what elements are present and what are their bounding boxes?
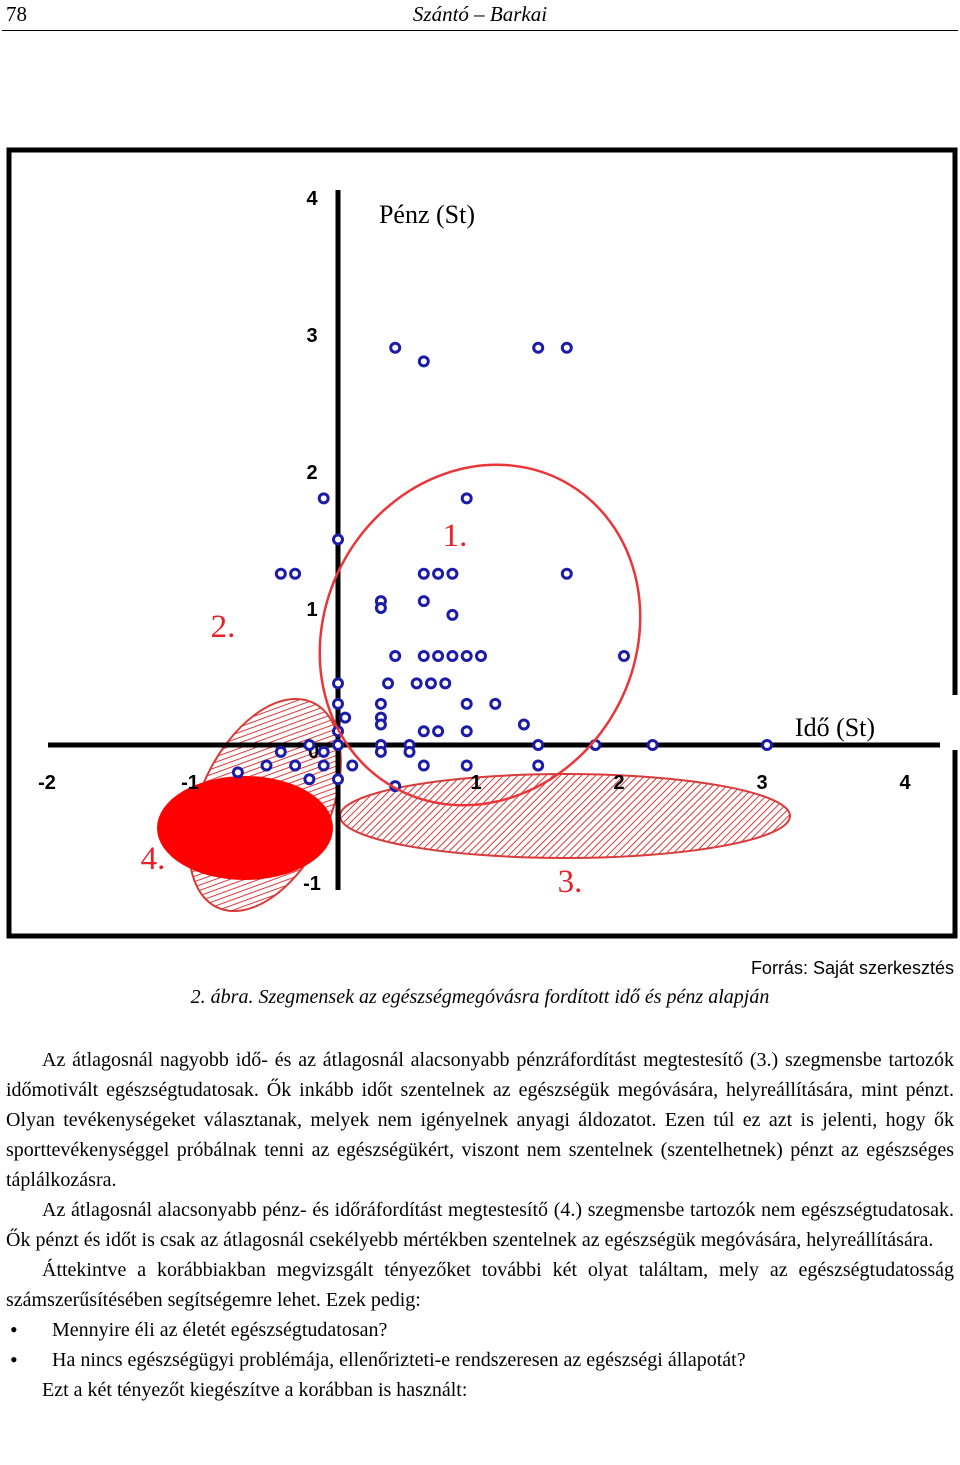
x-axis-label: Idő (St) — [795, 713, 875, 742]
data-point — [332, 739, 344, 751]
segment-label-2: 2. — [211, 609, 236, 645]
data-point — [303, 773, 316, 786]
data-point — [446, 608, 459, 621]
y-tick-label: 2 — [306, 462, 317, 484]
data-point — [618, 649, 630, 662]
segment-4-ellipse — [157, 776, 333, 880]
frame-gap — [944, 695, 960, 750]
segment-label-1: 1. — [443, 518, 468, 554]
page-header: 78 Szántó – Barkai — [0, 0, 960, 31]
segment-label-4: 4. — [141, 841, 166, 877]
data-point — [439, 677, 452, 690]
segment-3-ellipse — [339, 773, 791, 859]
data-point — [389, 649, 402, 662]
figure-caption: 2. ábra. Szegmensek az egészségmegóvásra… — [190, 986, 770, 1008]
paragraph: Az átlagosnál alacsonyabb pénz- és időrá… — [6, 1199, 954, 1251]
data-point — [332, 677, 344, 690]
paragraph: Az átlagosnál nagyobb idő- és az átlagos… — [6, 1049, 954, 1191]
data-point — [761, 739, 773, 751]
segment-1-ellipse — [318, 463, 642, 807]
segment-scatter-figure: -2 -1 1 2 3 4 0 -1 1 2 3 4 Pénz (St) Idő (St) 1. 2.… — [6, 147, 960, 939]
data-point — [332, 773, 344, 786]
y-tick-label: 3 — [306, 325, 317, 347]
y-axis-label: Pénz (St) — [379, 200, 475, 229]
data-point — [289, 759, 302, 772]
data-point — [389, 341, 402, 354]
data-point — [403, 745, 416, 758]
data-point — [460, 649, 473, 662]
x-tick-label: 3 — [756, 772, 767, 794]
data-point — [274, 745, 287, 758]
data-point — [374, 745, 387, 758]
data-point — [460, 725, 473, 738]
y-tick-label: -1 — [303, 873, 321, 895]
data-point — [417, 355, 430, 368]
data-point — [317, 745, 330, 758]
axis-ticks: -2 -1 1 2 3 4 0 -1 1 2 3 4 — [38, 188, 911, 895]
data-point — [231, 766, 244, 779]
data-point — [417, 725, 430, 738]
data-point — [332, 533, 344, 546]
data-point — [532, 759, 545, 772]
x-tick-label: -1 — [181, 772, 199, 794]
paragraph: Áttekintve a korábbiakban megvizsgált té… — [6, 1259, 954, 1311]
data-point — [517, 718, 530, 731]
x-tick-label: 2 — [613, 772, 624, 794]
data-point — [489, 697, 502, 710]
bullet-item: Mennyire éli az életét egészségtudatosan… — [6, 1315, 954, 1345]
body-text: Az átlagosnál nagyobb idő- és az átlagos… — [6, 1045, 954, 1405]
data-point — [317, 759, 330, 772]
data-point — [460, 697, 473, 710]
data-point — [646, 739, 659, 751]
data-point — [460, 492, 473, 505]
figure-source: Forrás: Saját szerkesztés — [750, 958, 954, 978]
data-point — [339, 711, 352, 724]
data-point — [346, 759, 359, 772]
data-point — [274, 567, 287, 580]
x-tick-label: 4 — [899, 772, 911, 794]
data-point — [424, 677, 437, 690]
data-point — [417, 567, 430, 580]
data-point — [560, 567, 573, 580]
data-points — [231, 341, 773, 793]
data-point — [446, 649, 459, 662]
data-point — [289, 567, 302, 580]
data-point — [460, 759, 473, 772]
data-point — [260, 759, 273, 772]
paragraph: Ezt a két tényezőt kiegészítve a korábba… — [42, 1379, 468, 1401]
running-title: Szántó – Barkai — [412, 2, 548, 26]
bullet-list: Mennyire éli az életét egészségtudatosan… — [6, 1315, 954, 1375]
x-tick-label: 0 — [308, 741, 319, 763]
data-point — [532, 341, 545, 354]
data-point — [417, 759, 430, 772]
x-tick-label: 1 — [470, 772, 481, 794]
data-point — [432, 567, 445, 580]
data-point — [303, 739, 316, 751]
data-point — [417, 649, 430, 662]
data-point — [374, 602, 387, 614]
data-point — [317, 492, 330, 505]
data-point — [560, 341, 573, 354]
data-point — [374, 718, 387, 731]
bullet-item: Ha nincs egészségügyi problémája, ellenő… — [6, 1345, 954, 1375]
data-point — [532, 739, 545, 751]
header-rule — [2, 30, 958, 31]
data-point — [332, 697, 344, 710]
data-point — [432, 725, 445, 738]
x-tick-label: -2 — [38, 772, 56, 794]
y-tick-label: 4 — [306, 188, 318, 210]
segment-label-3: 3. — [558, 864, 583, 900]
data-point — [446, 567, 459, 580]
page-number: 78 — [6, 2, 27, 26]
data-point — [417, 595, 430, 608]
data-point — [374, 697, 387, 710]
data-point — [410, 677, 423, 690]
data-point — [382, 677, 395, 690]
data-point — [432, 649, 445, 662]
y-tick-label: 1 — [306, 599, 317, 621]
data-point — [475, 649, 487, 662]
